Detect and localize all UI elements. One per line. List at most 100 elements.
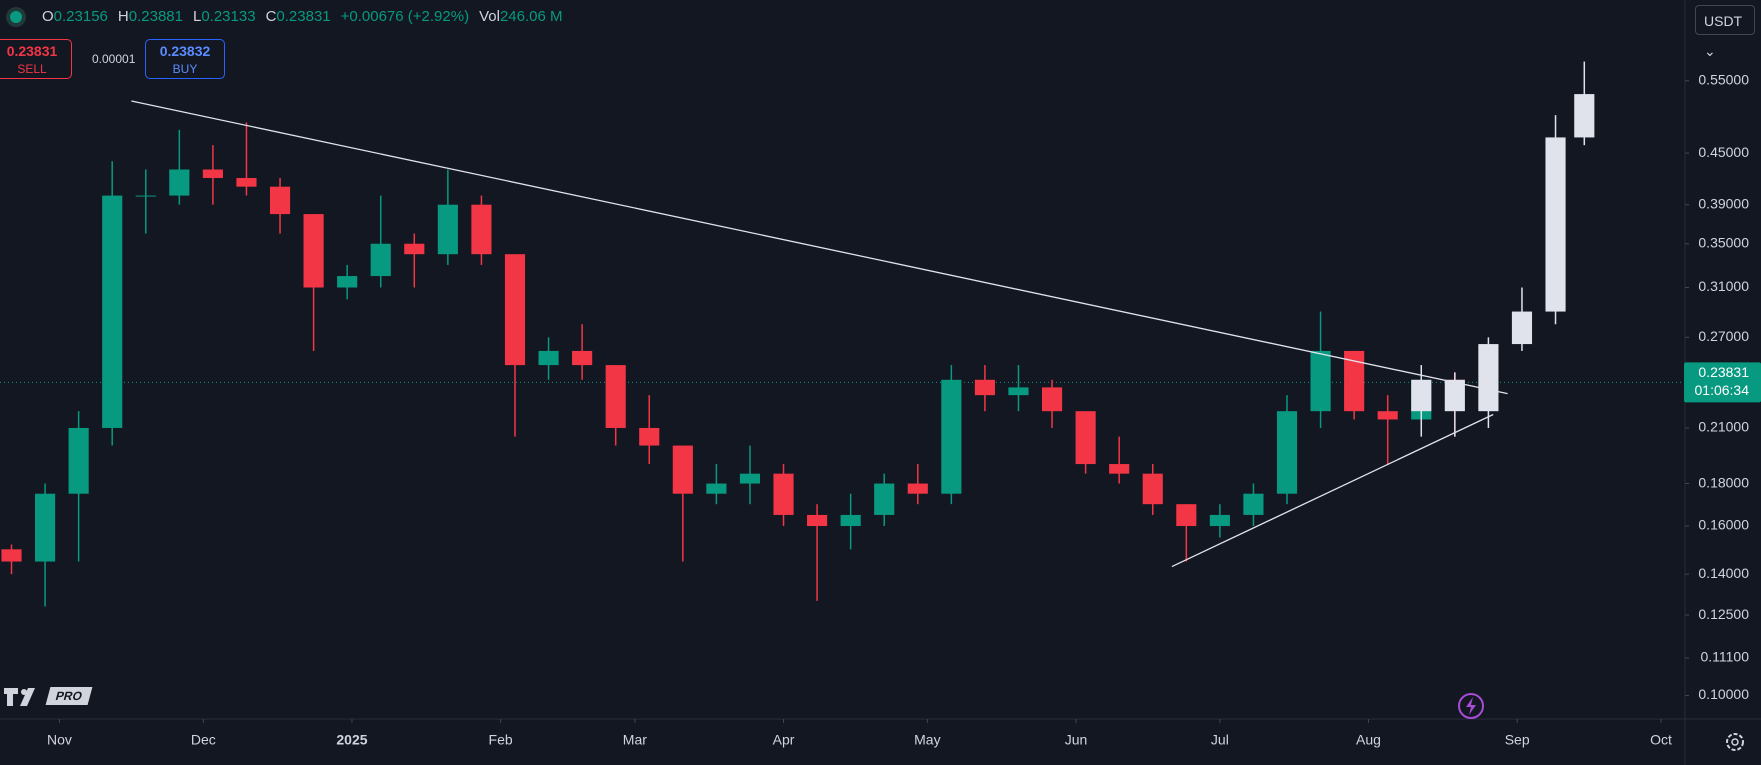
x-tick-label: Nov xyxy=(47,732,72,748)
candle xyxy=(1478,337,1499,428)
candle xyxy=(1545,115,1566,325)
candle-body xyxy=(135,195,156,197)
change: +0.00676 (+2.92%) xyxy=(340,8,470,25)
candle xyxy=(907,464,928,505)
candle-body xyxy=(1310,350,1331,412)
candle-body xyxy=(1,549,22,562)
candle-body xyxy=(1008,387,1029,396)
candle-body xyxy=(874,483,895,515)
candle-body xyxy=(572,350,593,366)
candle-body xyxy=(1243,493,1264,515)
x-tick-label: Feb xyxy=(489,732,513,748)
candle xyxy=(1008,365,1029,412)
candle-body xyxy=(1276,411,1298,494)
candle-body xyxy=(1574,94,1595,138)
x-tick-label: Mar xyxy=(623,732,647,748)
trendline xyxy=(131,100,1508,395)
y-tick-label: 0.21000 xyxy=(1698,419,1749,435)
candle xyxy=(1511,287,1533,351)
candle-body xyxy=(169,169,190,196)
candle xyxy=(1276,395,1298,505)
value: 0.23881 xyxy=(128,8,183,25)
candle-body xyxy=(1377,411,1398,420)
buy-button[interactable]: 0.23832 BUY xyxy=(145,39,225,79)
candle xyxy=(437,169,458,265)
candle xyxy=(1344,350,1365,420)
x-tick-label: Sep xyxy=(1505,732,1530,748)
value: 246.06 M xyxy=(499,8,563,25)
candle-body xyxy=(941,379,962,494)
candle xyxy=(538,337,559,380)
x-tick-label: Jun xyxy=(1065,732,1088,748)
candle-body xyxy=(1109,464,1130,474)
candle-body xyxy=(471,204,492,255)
candle-body xyxy=(337,276,358,288)
candle-body xyxy=(437,204,458,255)
candle-body xyxy=(639,427,660,446)
ohlc-item: C0.23831 xyxy=(266,8,331,25)
candle xyxy=(1411,365,1432,437)
candle xyxy=(1310,311,1331,428)
logo-mark xyxy=(4,688,35,706)
candle xyxy=(840,493,861,550)
trendline xyxy=(1171,413,1494,568)
settings-icon[interactable] xyxy=(1726,733,1744,751)
y-tick-label: 0.55000 xyxy=(1698,71,1749,87)
candle xyxy=(1574,61,1595,146)
candle xyxy=(1109,436,1130,484)
candle-body xyxy=(974,379,995,396)
candle xyxy=(236,122,257,196)
y-tick-label: 0.14000 xyxy=(1698,565,1749,581)
sell-label: SELL xyxy=(17,62,47,76)
y-tick-label: 0.39000 xyxy=(1698,195,1749,211)
candle xyxy=(68,411,89,562)
candle xyxy=(706,464,727,505)
candle xyxy=(739,445,761,505)
x-tick-label: 2025 xyxy=(336,732,367,748)
candle xyxy=(404,233,425,288)
value: 0.23156 xyxy=(53,8,108,25)
flash-circle xyxy=(1458,693,1484,719)
candle-body xyxy=(404,243,425,255)
candle-body xyxy=(1176,504,1197,527)
spread: 0.00001 xyxy=(92,52,136,66)
candle xyxy=(807,504,828,601)
x-tick-label: Jul xyxy=(1211,732,1229,748)
candle-body xyxy=(1142,473,1163,505)
sell-price: 0.23831 xyxy=(6,43,58,59)
value: 0.23133 xyxy=(201,8,256,25)
candle-body xyxy=(1478,344,1499,412)
currency-select[interactable]: USDT ⌄ xyxy=(1695,5,1755,59)
candle-body xyxy=(303,214,324,288)
candle-body xyxy=(1444,379,1465,412)
currency: USDT xyxy=(1704,13,1742,29)
candle-body xyxy=(102,195,123,428)
y-tick-label: 0.31000 xyxy=(1698,278,1749,294)
candle-body xyxy=(1511,311,1533,345)
candle-body xyxy=(236,177,257,187)
ohlc-item: L0.23133 xyxy=(193,8,256,25)
label: Vol xyxy=(479,8,500,25)
candle-body xyxy=(68,427,89,494)
candle-body xyxy=(370,243,391,277)
candle-body xyxy=(773,473,794,515)
candle xyxy=(572,324,593,380)
value: 0.23831 xyxy=(276,8,331,25)
candle-body xyxy=(605,365,626,428)
y-tick-label: 0.10000 xyxy=(1698,686,1749,702)
candle xyxy=(202,145,223,205)
pro-badge: PRO xyxy=(45,687,93,705)
candle-body xyxy=(672,445,693,494)
sell-button[interactable]: 0.23831 SELL xyxy=(0,39,72,79)
candle xyxy=(605,365,626,446)
buy-price: 0.23832 xyxy=(159,43,211,59)
candle-body xyxy=(1209,514,1230,527)
candle xyxy=(1243,483,1264,527)
candle-body xyxy=(739,473,761,484)
candle xyxy=(773,464,794,527)
candle xyxy=(874,473,895,527)
candle-body xyxy=(1075,411,1096,465)
candle xyxy=(1176,504,1197,562)
